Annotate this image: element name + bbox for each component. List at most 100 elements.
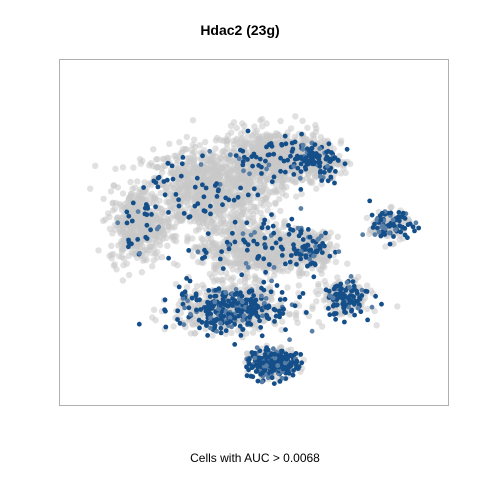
cell-point <box>158 165 166 172</box>
high-auc-cell-point <box>312 253 317 258</box>
cell-point <box>371 307 378 315</box>
cell-point <box>247 254 255 261</box>
high-auc-cell-point <box>257 348 263 354</box>
high-auc-cell-point <box>294 153 300 159</box>
high-auc-cell-point <box>204 320 210 325</box>
high-auc-cell-point <box>162 192 168 198</box>
high-auc-cell-point <box>277 379 283 384</box>
cell-point <box>141 179 148 186</box>
high-auc-cell-point <box>269 375 275 381</box>
high-auc-cell-point <box>283 141 289 147</box>
cell-point <box>228 329 235 337</box>
high-auc-cell-point <box>327 253 333 259</box>
cell-point <box>284 176 291 183</box>
high-auc-cell-point <box>309 161 315 167</box>
high-auc-cell-point <box>180 301 186 307</box>
high-auc-cell-point <box>235 194 241 200</box>
high-auc-cell-point <box>282 169 288 175</box>
high-auc-cell-point <box>331 286 337 292</box>
high-auc-cell-point <box>187 278 193 284</box>
cell-point <box>126 194 133 201</box>
cell-point <box>268 296 275 303</box>
high-auc-cell-point <box>269 179 275 185</box>
high-auc-cell-point <box>173 192 179 197</box>
high-auc-cell-point <box>261 279 267 285</box>
cell-point <box>210 196 217 203</box>
high-auc-cell-point <box>221 299 227 304</box>
high-auc-cell-point <box>341 299 346 305</box>
high-auc-cell-point <box>177 320 183 326</box>
cell-point <box>211 173 218 180</box>
cell-point <box>272 130 280 137</box>
high-auc-cell-point <box>349 307 355 313</box>
cell-point <box>138 269 146 276</box>
high-auc-cell-point <box>318 168 323 174</box>
cell-point <box>164 242 171 249</box>
cell-point <box>171 223 178 231</box>
high-auc-cell-point <box>307 234 313 240</box>
high-auc-cell-point <box>261 287 267 293</box>
cell-point <box>123 204 131 211</box>
cell-point <box>334 274 341 281</box>
high-auc-cell-point <box>278 168 283 174</box>
cell-point <box>199 281 206 289</box>
high-auc-cell-point <box>318 174 323 179</box>
high-auc-cell-point <box>217 256 223 262</box>
high-auc-cell-point <box>348 274 354 279</box>
high-auc-cell-point <box>269 351 275 357</box>
high-auc-cell-point <box>269 212 274 218</box>
high-auc-cell-point <box>287 337 292 343</box>
high-auc-cell-point <box>343 310 348 315</box>
high-auc-cell-point <box>323 156 329 162</box>
high-auc-cell-point <box>302 164 308 170</box>
high-auc-cell-point <box>360 232 366 238</box>
high-auc-cell-point <box>372 232 378 238</box>
high-auc-cell-point <box>189 295 195 301</box>
high-auc-cell-point <box>271 151 277 157</box>
high-auc-cell-point <box>252 350 257 356</box>
cell-point <box>284 284 291 291</box>
high-auc-cell-point <box>380 223 385 229</box>
cell-point <box>171 152 178 159</box>
cell-point <box>252 275 259 282</box>
cell-point <box>191 154 198 161</box>
high-auc-cell-point <box>198 162 204 167</box>
cell-point <box>123 260 131 267</box>
high-auc-cell-point <box>363 288 369 294</box>
cell-point <box>141 256 148 263</box>
high-auc-cell-point <box>126 237 131 243</box>
high-auc-cell-point <box>218 320 223 326</box>
high-auc-cell-point <box>271 230 277 236</box>
high-auc-cell-point <box>416 225 422 231</box>
cell-point <box>108 242 115 250</box>
high-auc-cell-point <box>405 222 411 228</box>
cell-point <box>195 226 202 233</box>
high-auc-cell-point <box>320 241 325 246</box>
high-auc-cell-point <box>239 272 245 278</box>
high-auc-cell-point <box>240 231 246 237</box>
high-auc-cell-point <box>297 294 302 300</box>
cell-point <box>230 167 237 174</box>
high-auc-cell-point <box>316 160 322 165</box>
cell-point <box>224 274 231 281</box>
high-auc-cell-point <box>303 247 309 252</box>
cell-point <box>363 282 371 289</box>
high-auc-cell-point <box>239 293 245 299</box>
high-auc-cell-point <box>192 184 198 190</box>
high-auc-cell-point <box>240 327 246 332</box>
high-auc-cell-point <box>247 171 252 177</box>
high-auc-cell-point <box>236 156 242 162</box>
cell-point <box>260 185 267 192</box>
cell-point <box>208 155 215 162</box>
high-auc-cell-point <box>263 354 269 360</box>
high-auc-cell-point <box>135 209 141 215</box>
cell-point <box>153 164 160 171</box>
high-auc-cell-point <box>218 330 224 336</box>
high-auc-cell-point <box>162 307 168 313</box>
cell-point <box>187 330 194 337</box>
cell-point <box>313 185 320 192</box>
cell-point <box>263 120 270 127</box>
high-auc-cell-point <box>266 142 272 148</box>
cell-point <box>278 326 285 333</box>
high-auc-cell-point <box>291 242 296 248</box>
